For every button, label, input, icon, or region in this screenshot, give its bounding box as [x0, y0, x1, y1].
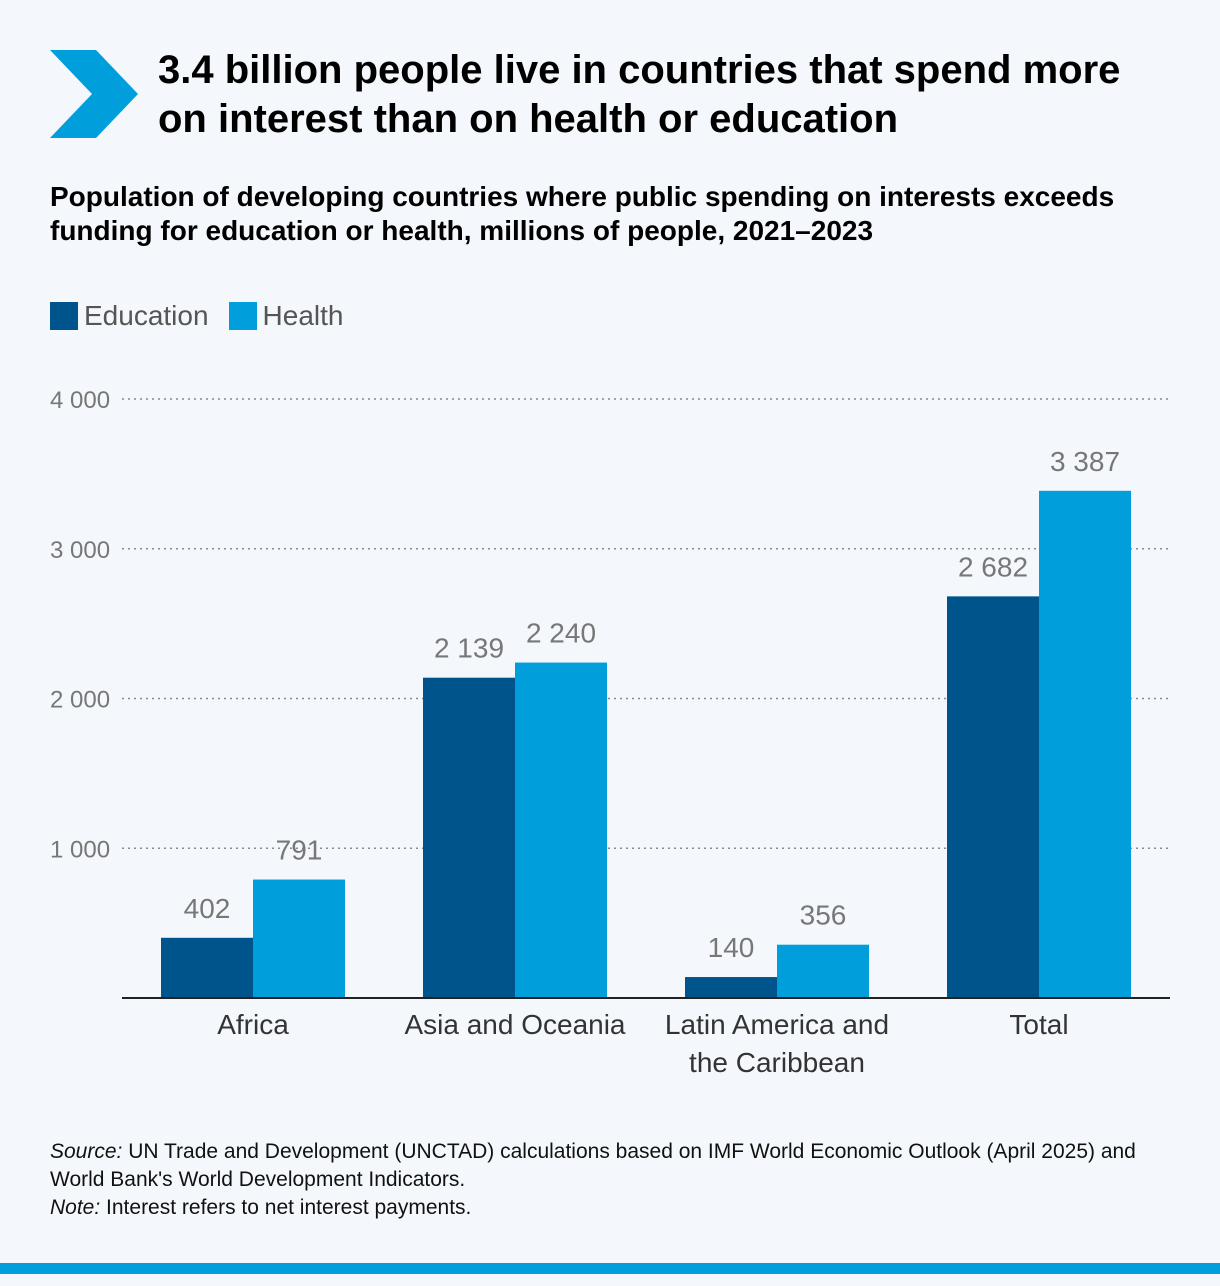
bar-health — [515, 662, 607, 998]
data-label: 356 — [800, 900, 847, 931]
x-tick-label: Africa — [217, 1009, 289, 1040]
y-tick-label: 2 000 — [50, 687, 110, 714]
source-text: UN Trade and Development (UNCTAD) calcul… — [50, 1140, 1136, 1191]
note-text: Interest refers to net interest payments… — [100, 1196, 472, 1219]
y-tick-label: 3 000 — [50, 537, 110, 564]
bar-education — [161, 937, 253, 998]
bar-education — [423, 677, 515, 998]
bar-health — [253, 879, 345, 998]
note-line: Note: Interest refers to net interest pa… — [50, 1194, 1170, 1222]
x-tick-label: Asia and Oceania — [404, 1009, 625, 1040]
chart-subtitle: Population of developing countries where… — [50, 181, 1115, 246]
legend-label-health: Health — [262, 300, 344, 331]
data-label: 791 — [276, 835, 323, 866]
legend-swatch-health — [228, 302, 257, 330]
bar-health — [1039, 490, 1131, 998]
legend-swatch-education — [50, 302, 78, 330]
bottom-accent-bar — [0, 1263, 1220, 1274]
x-tick-label: the Caribbean — [689, 1047, 865, 1078]
legend-item-education: Education — [50, 300, 209, 332]
data-label: 2 240 — [526, 618, 596, 649]
data-label: 2 139 — [434, 633, 504, 664]
note-label: Note: — [50, 1196, 101, 1219]
y-tick-label: 4 000 — [50, 387, 110, 414]
x-tick-label: Latin America and — [665, 1009, 889, 1040]
legend-item-health: Health — [228, 300, 344, 332]
chart-title: 3.4 billion people live in countries tha… — [158, 48, 1121, 141]
bar-chart: 1 000 2 000 3 000 4 000 402 791 Africa 2 139 2 2… — [50, 387, 1170, 1078]
x-tick-label: Total — [1009, 1009, 1068, 1040]
data-label: 2 682 — [958, 551, 1028, 582]
y-tick-label: 1 000 — [50, 836, 110, 863]
legend: Education Health — [50, 300, 363, 332]
legend-label-education: Education — [84, 300, 209, 331]
source-line: Source: UN Trade and Development (UNCTAD… — [50, 1138, 1170, 1194]
bar-education — [947, 596, 1039, 998]
data-label: 140 — [708, 932, 755, 963]
bar-education — [685, 977, 777, 998]
data-label: 402 — [184, 893, 231, 924]
source-note: Source: UN Trade and Development (UNCTAD… — [50, 1138, 1170, 1222]
source-label: Source: — [50, 1140, 123, 1163]
data-label: 3 387 — [1050, 446, 1120, 477]
chevron-logo-icon — [50, 50, 138, 138]
bar-health — [777, 944, 869, 998]
